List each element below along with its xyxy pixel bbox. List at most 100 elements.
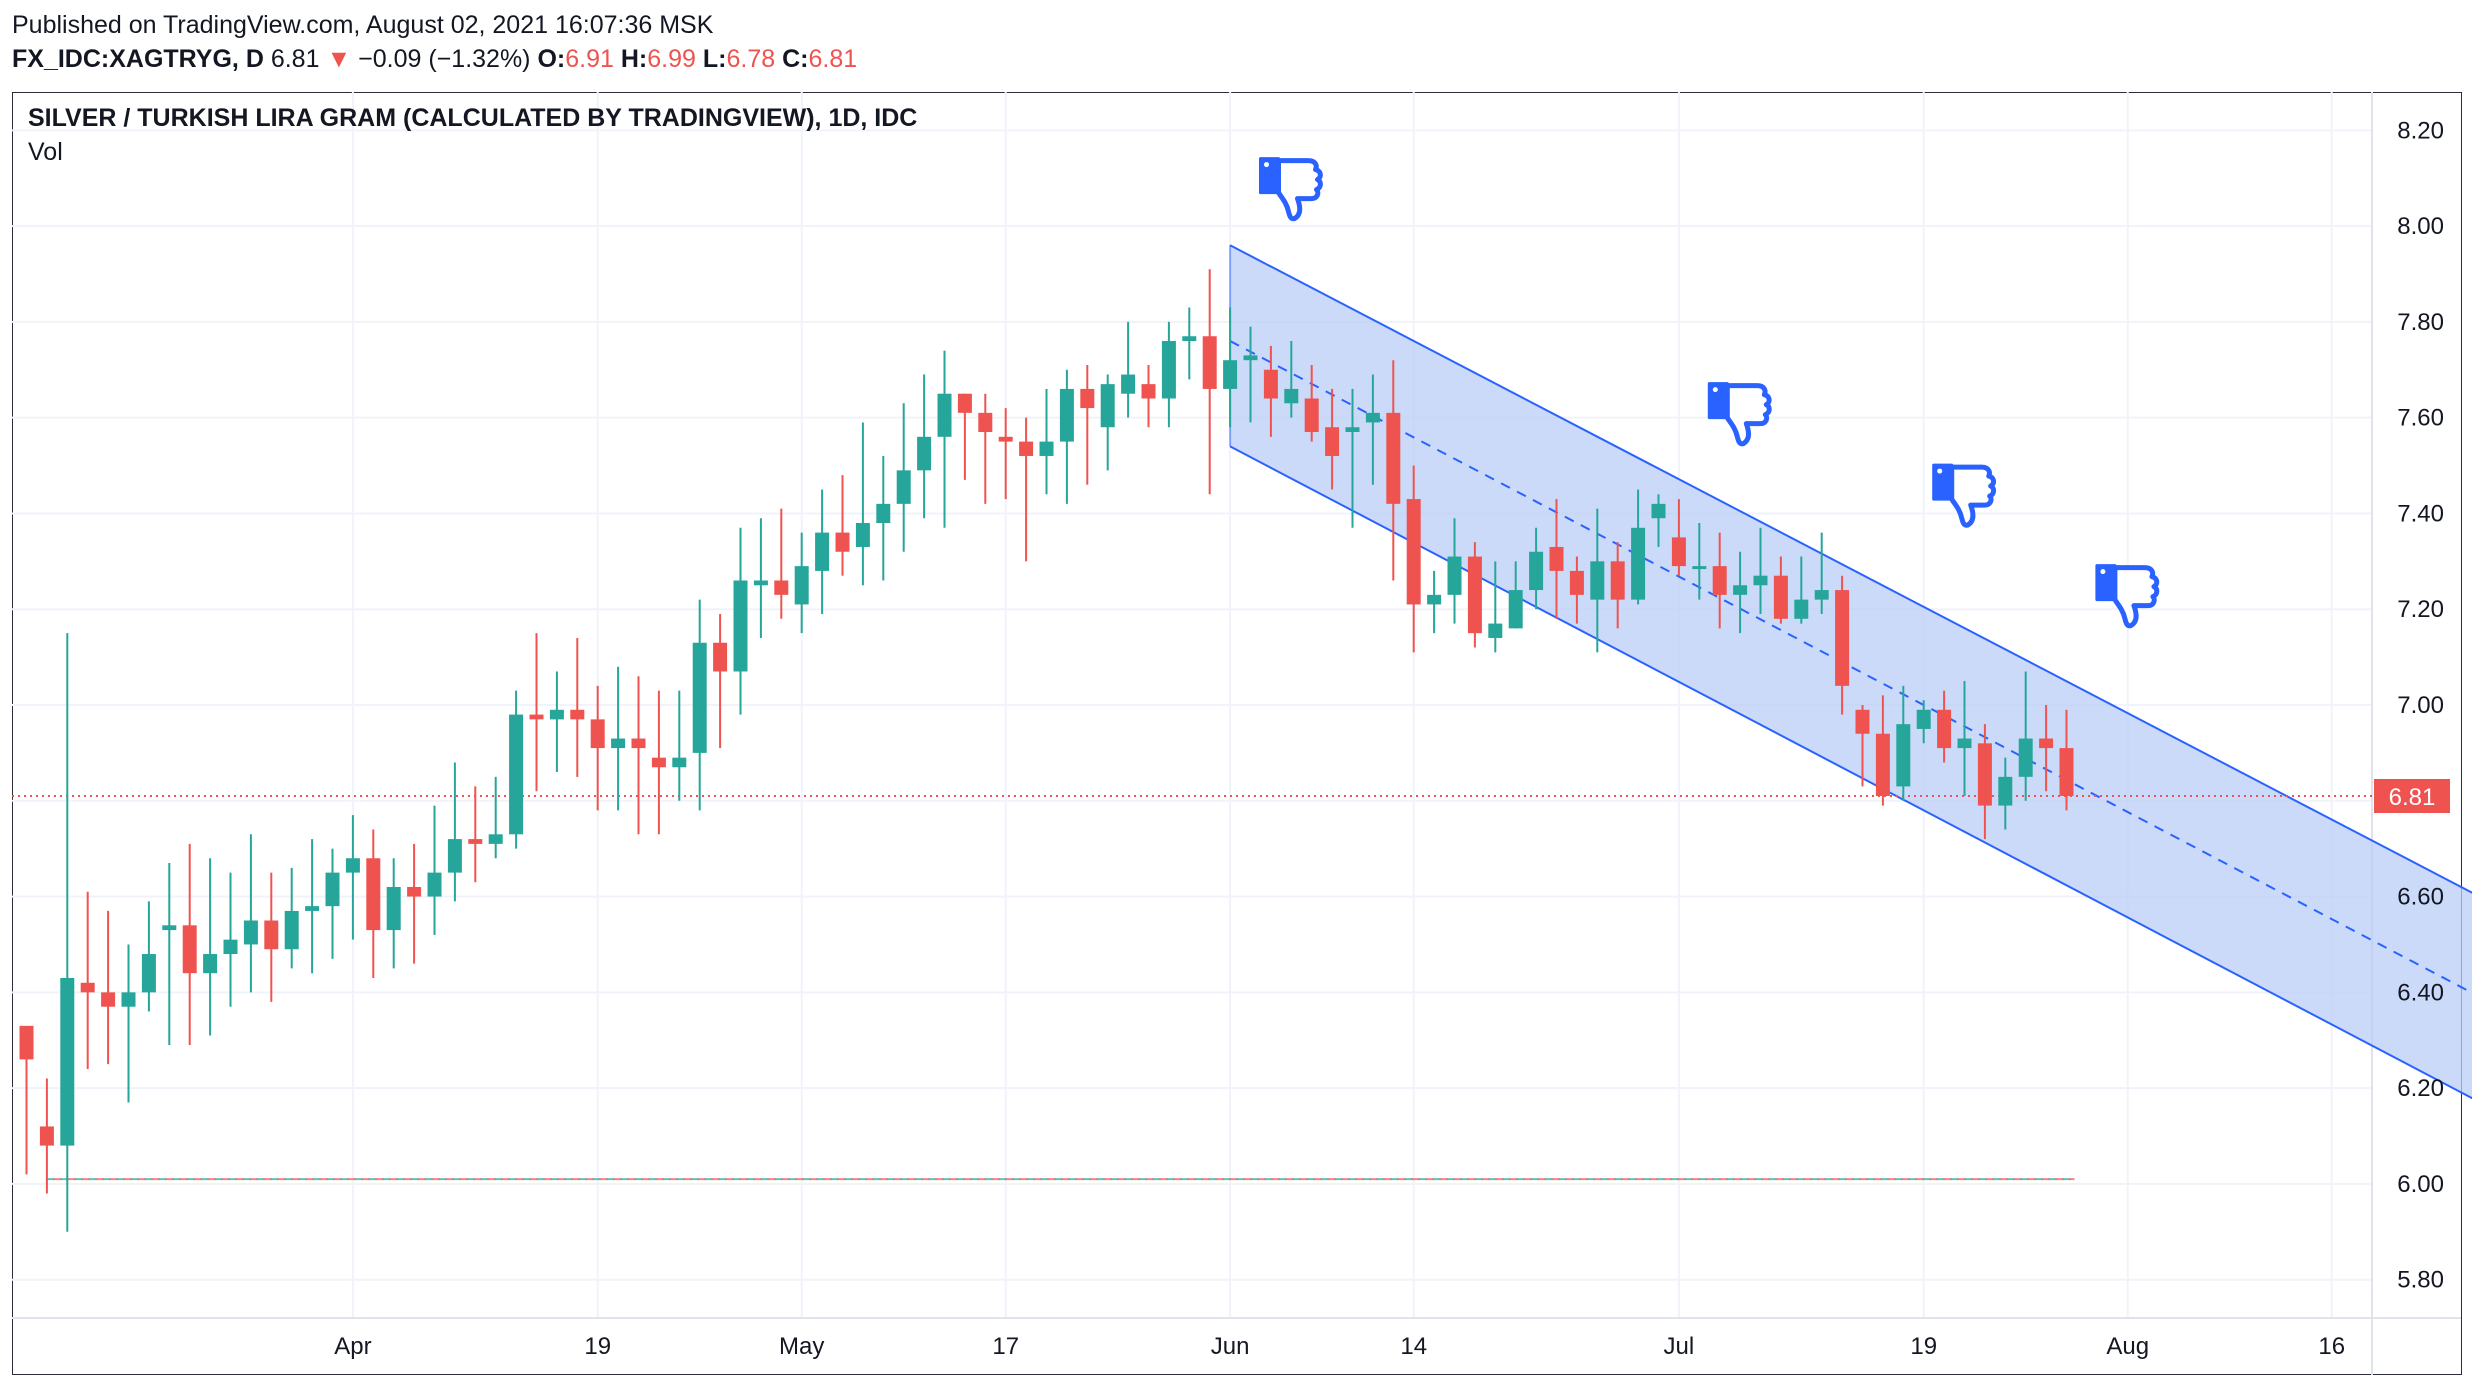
candle-body bbox=[1773, 575, 1788, 619]
candle-body bbox=[631, 738, 646, 749]
candle-body bbox=[1263, 369, 1278, 399]
candle-body bbox=[1223, 360, 1238, 389]
candle-body bbox=[1896, 724, 1911, 787]
high-label: H: bbox=[620, 45, 648, 73]
candle-body bbox=[549, 709, 564, 720]
thumb-hand bbox=[2112, 565, 2160, 629]
low-value: 6.78 bbox=[726, 45, 776, 73]
candle-body bbox=[896, 470, 911, 504]
thumbs-down-icon bbox=[1259, 157, 1323, 222]
candle-body bbox=[855, 523, 870, 547]
price-axis[interactable]: 8.208.007.807.607.407.207.006.806.606.40… bbox=[2374, 117, 2450, 1294]
candle-body bbox=[651, 757, 666, 768]
price-levels bbox=[12, 794, 2372, 1181]
regression-channel[interactable] bbox=[1229, 244, 2472, 1174]
candle-body bbox=[611, 738, 626, 749]
candle-body bbox=[284, 910, 299, 950]
candle-body bbox=[1386, 412, 1401, 504]
candle-body bbox=[2039, 738, 2054, 749]
candle-body bbox=[1855, 709, 1870, 734]
time-tick-label: 17 bbox=[992, 1333, 1019, 1360]
candle-body bbox=[1569, 570, 1584, 595]
candle-body bbox=[1488, 623, 1503, 638]
high-value: 6.99 bbox=[647, 45, 696, 73]
last-price-badge bbox=[2374, 778, 2450, 813]
thumb-hand bbox=[1949, 464, 1997, 528]
price-tick-label: 7.80 bbox=[2397, 309, 2444, 336]
candle-body bbox=[1671, 537, 1686, 567]
markers[interactable] bbox=[1259, 157, 2160, 629]
time-tick-label: Aug bbox=[2106, 1333, 2149, 1360]
candle-body bbox=[345, 858, 360, 873]
candle-body bbox=[1121, 374, 1136, 394]
candle-body bbox=[1447, 556, 1462, 595]
candle-body bbox=[1977, 743, 1992, 806]
candle-body bbox=[1161, 341, 1176, 399]
symbol: FX_IDC:XAGTRYG, D bbox=[12, 45, 264, 73]
time-tick-label: 19 bbox=[584, 1333, 611, 1360]
candle-body bbox=[1100, 384, 1115, 428]
candle-body bbox=[1610, 561, 1625, 600]
candle-body bbox=[713, 642, 728, 672]
price-tick-label: 6.40 bbox=[2397, 979, 2444, 1006]
price-tick-label: 7.00 bbox=[2397, 692, 2444, 719]
candle-body bbox=[407, 886, 422, 897]
thumb-dot bbox=[1712, 387, 1718, 393]
candle-body bbox=[1590, 561, 1605, 600]
candle-body bbox=[1651, 503, 1666, 519]
candle-body bbox=[80, 982, 95, 993]
published-line: Published on TradingView.com, August 02,… bbox=[12, 11, 714, 39]
thumb-dot bbox=[1937, 468, 1943, 474]
candle-body bbox=[815, 532, 830, 571]
candle-body bbox=[917, 436, 932, 471]
candle-body bbox=[1345, 427, 1360, 433]
price-tick-label: 8.00 bbox=[2397, 213, 2444, 240]
price-tick-label: 8.20 bbox=[2397, 117, 2444, 144]
chart-frame bbox=[12, 92, 2462, 1375]
open-value: 6.91 bbox=[565, 45, 614, 73]
candle-body bbox=[1916, 709, 1931, 729]
candle-body bbox=[427, 872, 442, 897]
thumb-cuff bbox=[2095, 564, 2117, 602]
candle-body bbox=[223, 939, 238, 955]
candle-body bbox=[182, 925, 197, 974]
candle-body bbox=[60, 977, 75, 1146]
candle-body bbox=[1631, 527, 1646, 600]
candle-body bbox=[1712, 566, 1727, 595]
time-tick-label: 19 bbox=[1910, 1333, 1937, 1360]
candle-body bbox=[2018, 738, 2033, 777]
price-tick-label: 7.40 bbox=[2397, 500, 2444, 527]
candle-body bbox=[1019, 441, 1034, 456]
candle-body bbox=[1284, 388, 1299, 404]
candle-body bbox=[2059, 748, 2074, 796]
candle-body bbox=[1406, 499, 1421, 605]
chart-title: SILVER / TURKISH LIRA GRAM (CALCULATED B… bbox=[28, 104, 918, 132]
last-price: 6.81 bbox=[270, 45, 320, 73]
candle-body bbox=[468, 839, 483, 844]
candle-body bbox=[937, 393, 952, 437]
thumb-hand bbox=[1724, 383, 1772, 447]
candle-body bbox=[1508, 590, 1523, 629]
time-tick-label: May bbox=[779, 1333, 824, 1360]
time-tick-label: Jun bbox=[1211, 1333, 1250, 1360]
candle-body bbox=[386, 886, 401, 931]
low-label: L: bbox=[702, 45, 727, 73]
candle-body bbox=[1875, 733, 1890, 796]
close-value: 6.81 bbox=[808, 45, 858, 73]
candle-body bbox=[121, 992, 136, 1007]
time-tick-label: Jul bbox=[1664, 1333, 1695, 1360]
candle-body bbox=[570, 709, 585, 720]
time-axis[interactable]: Apr19May17Jun14Jul19Aug16Sep bbox=[334, 1333, 2472, 1360]
candle-body bbox=[39, 1126, 54, 1146]
candle-body bbox=[957, 393, 972, 413]
price-tick-label: 5.80 bbox=[2397, 1267, 2444, 1294]
candle-body bbox=[19, 1025, 34, 1060]
candle-body bbox=[305, 906, 320, 911]
candle-body bbox=[162, 925, 177, 931]
candle-body bbox=[978, 412, 993, 433]
thumb-cuff bbox=[1707, 382, 1729, 420]
time-tick-label: 16 bbox=[2318, 1333, 2345, 1360]
candle-body bbox=[1039, 441, 1054, 456]
candle-body bbox=[1059, 388, 1074, 442]
